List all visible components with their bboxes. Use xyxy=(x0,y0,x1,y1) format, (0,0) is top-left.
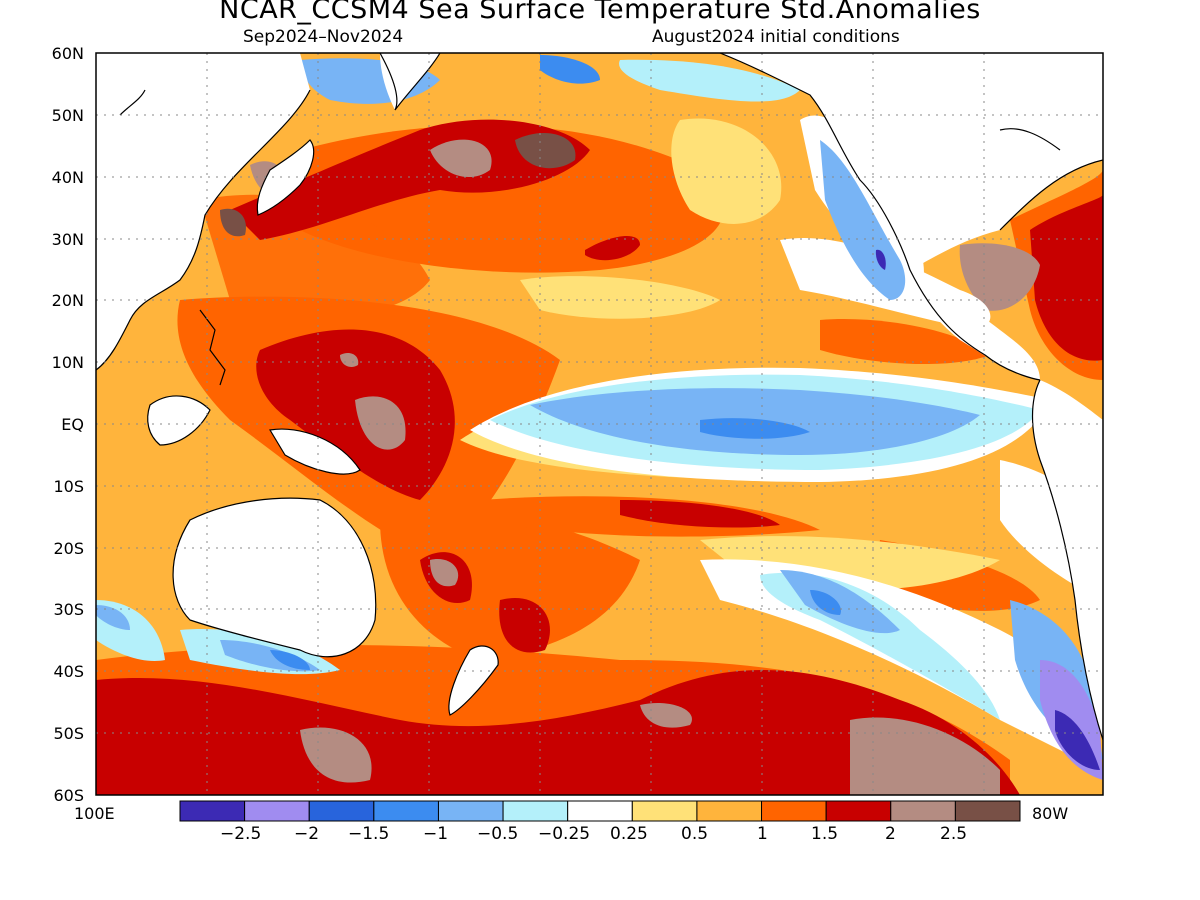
cold-tongue-core xyxy=(700,418,810,439)
colorbar-label: −0.5 xyxy=(477,824,519,844)
colorbar-swatch xyxy=(179,800,246,822)
initial-conditions: August2024 initial conditions xyxy=(652,27,900,47)
cool-gulf-alaska xyxy=(619,59,800,102)
hot-south-2 xyxy=(499,598,550,653)
colorbar-swatch xyxy=(825,800,892,822)
extreme-north-1 xyxy=(430,139,492,178)
extreme-south-spot xyxy=(430,559,459,587)
colorbar-swatch xyxy=(308,800,375,822)
land-central-america xyxy=(910,270,1040,380)
land-australia xyxy=(173,498,376,657)
lon-label-left: 100E xyxy=(74,804,115,823)
extreme-north-2 xyxy=(515,132,576,169)
land-borneo-indonesia xyxy=(147,395,210,445)
extreme-warm-pool-2 xyxy=(340,353,359,367)
coldest-chile xyxy=(1055,710,1100,770)
land-south-america xyxy=(1032,380,1103,740)
anomaly-field xyxy=(96,53,1103,795)
lat-label: 30S xyxy=(53,600,84,619)
colorbar-swatch xyxy=(373,800,439,822)
colorbar-swatch xyxy=(761,800,827,822)
cold-west-aus xyxy=(96,605,130,630)
lat-label: 30N xyxy=(51,230,84,249)
lat-label: 50S xyxy=(53,724,84,743)
lat-label: EQ xyxy=(61,415,84,434)
hot-east-south-band xyxy=(620,500,780,528)
hot-warm-pool xyxy=(256,329,455,500)
colorbar-swatch xyxy=(502,800,569,822)
colorbar-label: 0.5 xyxy=(681,824,709,844)
colorbar-swatch xyxy=(696,800,763,822)
colorbar-label: −2 xyxy=(294,824,320,844)
lat-label: 60N xyxy=(51,44,84,63)
colorbar-swatch xyxy=(631,800,698,822)
map-frame xyxy=(95,52,1104,796)
extreme-south-east xyxy=(850,717,1000,795)
extreme-south-mid xyxy=(640,702,692,728)
lat-label: 20S xyxy=(53,539,84,558)
land-japan xyxy=(257,140,314,215)
colorbar-swatch xyxy=(954,800,1021,822)
colorbar-label: −1.5 xyxy=(348,824,390,844)
colorbar-label: −0.25 xyxy=(538,824,591,844)
forecast-period: Sep2024–Nov2024 xyxy=(243,27,404,47)
lat-label: 40N xyxy=(51,168,84,187)
lat-label: 10N xyxy=(51,353,84,372)
mild-north-central xyxy=(671,118,782,224)
warm-east-tropical xyxy=(820,319,990,365)
warm-south-pacific xyxy=(380,512,640,660)
colorbar-swatch xyxy=(437,800,504,822)
colorbar xyxy=(179,800,1021,822)
cold-north-west-core xyxy=(540,55,600,84)
land-new-zealand xyxy=(448,645,499,715)
hot-central-north xyxy=(585,235,640,261)
lat-label: 50N xyxy=(51,106,84,125)
cold-tasman-core xyxy=(270,650,310,670)
map-title: NCAR_CCSM4 Sea Surface Temperature Std.A… xyxy=(219,0,981,25)
coldest-baja xyxy=(875,249,886,270)
coastlines xyxy=(96,53,1103,741)
extreme-warm-pool xyxy=(355,396,406,450)
colorbar-swatch xyxy=(890,800,956,822)
hot-kuroshio xyxy=(230,119,590,240)
hot-caribbean xyxy=(1030,195,1103,361)
lat-label: 40S xyxy=(53,662,84,681)
lat-label: 60S xyxy=(53,786,84,805)
extreme-japan-2 xyxy=(220,208,246,237)
colorbar-label: 2.5 xyxy=(940,824,968,844)
lat-label: 20N xyxy=(51,291,84,310)
colorbar-label: −1 xyxy=(423,824,449,844)
land-kamchatka xyxy=(380,53,440,110)
lon-label-right: 80W xyxy=(1032,804,1069,823)
extreme-caribbean xyxy=(959,243,1040,311)
land-new-guinea xyxy=(270,429,360,475)
cold-south-east xyxy=(780,570,900,634)
colorbar-label: 0.25 xyxy=(610,824,648,844)
colorbar-label: 1.5 xyxy=(811,824,839,844)
lat-label: 10S xyxy=(53,477,84,496)
land-north-america xyxy=(720,53,1103,270)
land-asia xyxy=(96,53,310,370)
colorbar-swatch xyxy=(567,800,633,822)
colorbar-label: −2.5 xyxy=(220,824,262,844)
colorbar-label: 1 xyxy=(757,824,768,844)
mild-subtropical xyxy=(520,276,720,319)
colorbar-swatch xyxy=(244,800,310,822)
colorbar-label: 2 xyxy=(885,824,896,844)
